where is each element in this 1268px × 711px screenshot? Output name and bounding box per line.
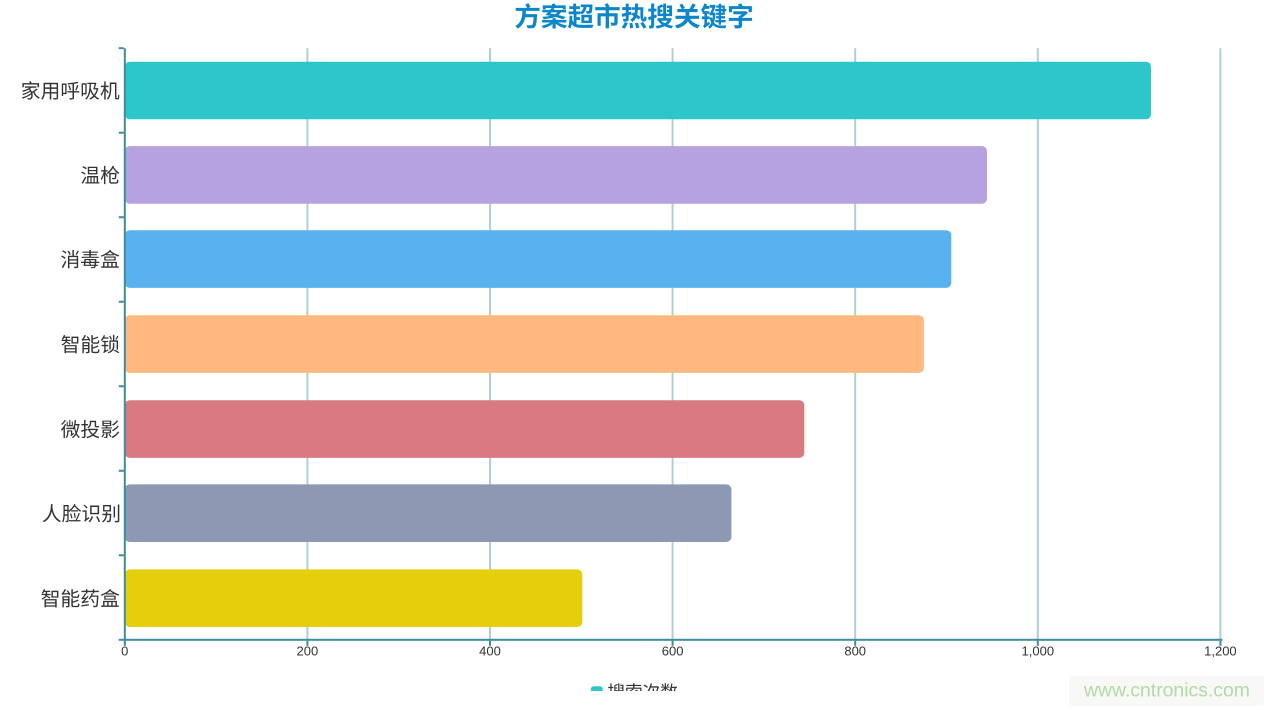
svg-text:200: 200 [297,644,319,659]
svg-text:1,000: 1,000 [1022,644,1055,659]
svg-text:800: 800 [844,644,866,659]
svg-text:600: 600 [662,644,684,659]
svg-text:1,200: 1,200 [1204,644,1237,659]
svg-text:400: 400 [479,644,501,659]
svg-text:0: 0 [121,644,128,659]
svg-text:www.cntronics.com: www.cntronics.com [1083,680,1250,702]
